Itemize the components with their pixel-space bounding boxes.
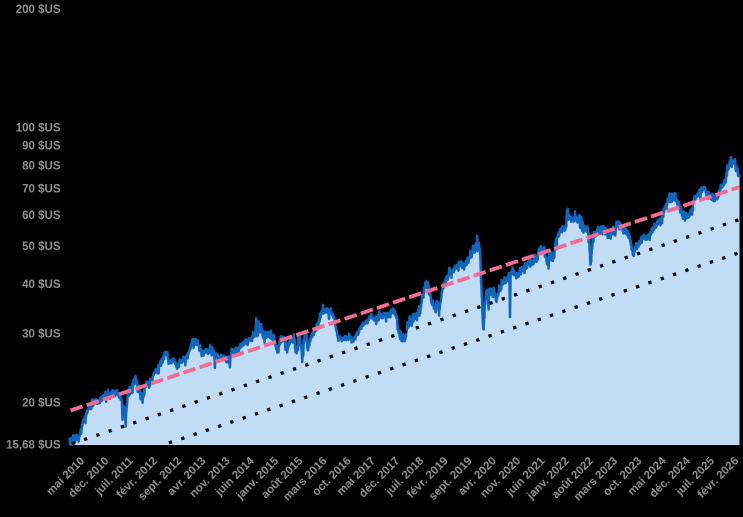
svg-text:60 $US: 60 $US: [22, 210, 61, 222]
svg-text:70 $US: 70 $US: [22, 184, 61, 196]
svg-text:200 $US: 200 $US: [16, 4, 61, 16]
svg-text:30 $US: 30 $US: [22, 328, 61, 340]
svg-text:50 $US: 50 $US: [22, 241, 61, 253]
svg-text:20 $US: 20 $US: [22, 398, 61, 410]
svg-text:40 $US: 40 $US: [22, 279, 61, 291]
svg-text:100 $US: 100 $US: [16, 123, 61, 135]
svg-text:80 $US: 80 $US: [22, 161, 61, 173]
svg-text:90 $US: 90 $US: [22, 141, 61, 153]
svg-text:15,68 $US: 15,68 $US: [6, 439, 61, 451]
